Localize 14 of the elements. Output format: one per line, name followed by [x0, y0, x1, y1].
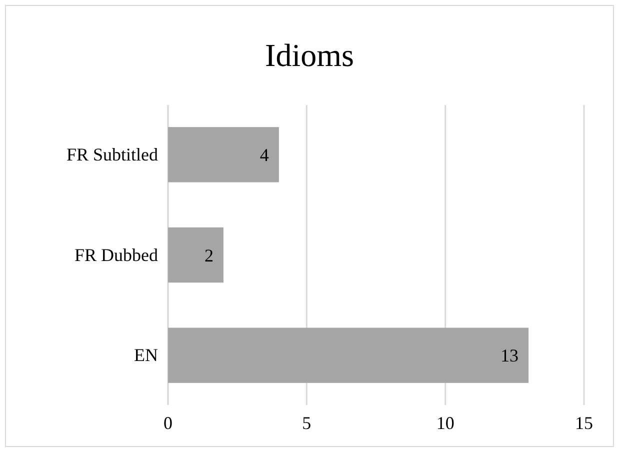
y-tick-label: FR Dubbed [74, 244, 158, 265]
x-tick-label: 0 [164, 412, 172, 433]
bar [168, 227, 224, 283]
bar [168, 328, 529, 383]
x-tick-label: 5 [302, 412, 312, 433]
data-label: 13 [500, 346, 519, 366]
x-tick-label: 15 [575, 412, 593, 433]
x-tick-label: 10 [436, 412, 454, 433]
chart-title: Idioms [265, 37, 354, 73]
y-tick-label: EN [134, 345, 158, 366]
data-label: 4 [260, 144, 269, 165]
bar [168, 127, 279, 182]
data-label: 2 [204, 245, 214, 266]
y-tick-label: FR Subtitled [66, 144, 158, 164]
